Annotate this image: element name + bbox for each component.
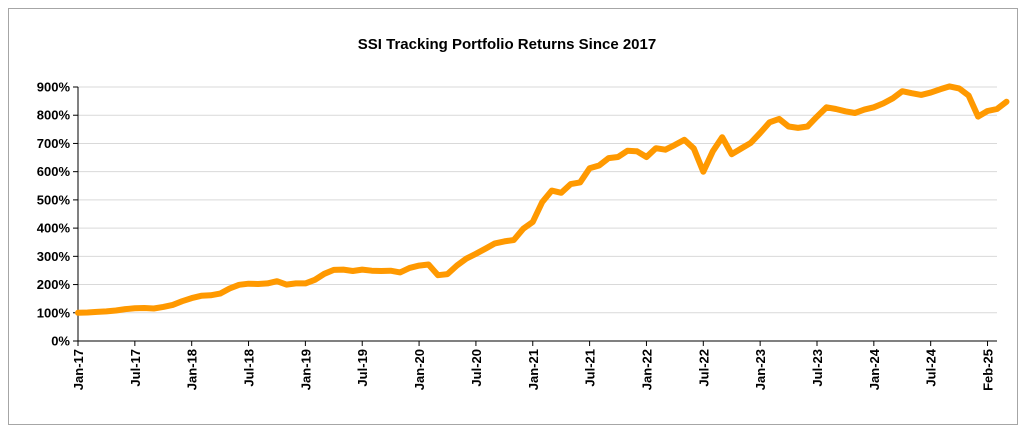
x-tick-label: Jul-18 bbox=[242, 349, 257, 387]
y-tick-label: 800% bbox=[37, 108, 71, 123]
x-tick-label: Jul-24 bbox=[924, 348, 939, 386]
x-tick-label: Jul-17 bbox=[128, 349, 143, 387]
y-tick-label: 900% bbox=[37, 80, 71, 95]
x-tick-label: Jan-24 bbox=[867, 348, 882, 390]
chart-frame bbox=[8, 8, 1018, 425]
x-tick-label: Jul-20 bbox=[469, 349, 484, 387]
gridlines bbox=[78, 86, 997, 314]
chart-title: SSI Tracking Portfolio Returns Since 201… bbox=[358, 36, 656, 53]
y-tick-label: 100% bbox=[37, 305, 71, 320]
y-axis-ticks: 0% 100% 200% 300% 400% 500% 600% 700% 800% 900% bbox=[37, 80, 78, 349]
x-tick-label: Jan-23 bbox=[753, 349, 768, 390]
y-tick-label: 0% bbox=[51, 334, 70, 349]
y-tick-label: 600% bbox=[37, 164, 71, 179]
x-axis: Jan-17 Jul-17 Jan-18 Jul-18 Jan-19 Jul-19 Jan-… bbox=[71, 87, 997, 391]
series-group bbox=[75, 83, 1010, 316]
y-tick-label: 500% bbox=[37, 192, 71, 207]
y-tick-label: 300% bbox=[37, 249, 71, 264]
y-tick-label: 400% bbox=[37, 221, 71, 236]
x-tick-label: Jan-19 bbox=[298, 349, 313, 390]
x-tick-label: Jan-22 bbox=[639, 349, 654, 390]
x-tick-label: Jul-21 bbox=[583, 349, 598, 387]
y-tick-label: 200% bbox=[37, 277, 71, 292]
x-tick-label: Jan-18 bbox=[185, 349, 200, 390]
x-tick-label: Feb-25 bbox=[981, 349, 996, 391]
x-tick-label: Jul-23 bbox=[810, 349, 825, 387]
x-tick-label: Jul-22 bbox=[696, 349, 711, 387]
x-tick-label: Jan-20 bbox=[412, 349, 427, 390]
x-tick-label: Jul-19 bbox=[355, 349, 370, 387]
x-tick-label: Jan-21 bbox=[526, 349, 541, 390]
x-tick-label: Jan-17 bbox=[71, 349, 86, 390]
y-tick-label: 700% bbox=[37, 136, 71, 151]
